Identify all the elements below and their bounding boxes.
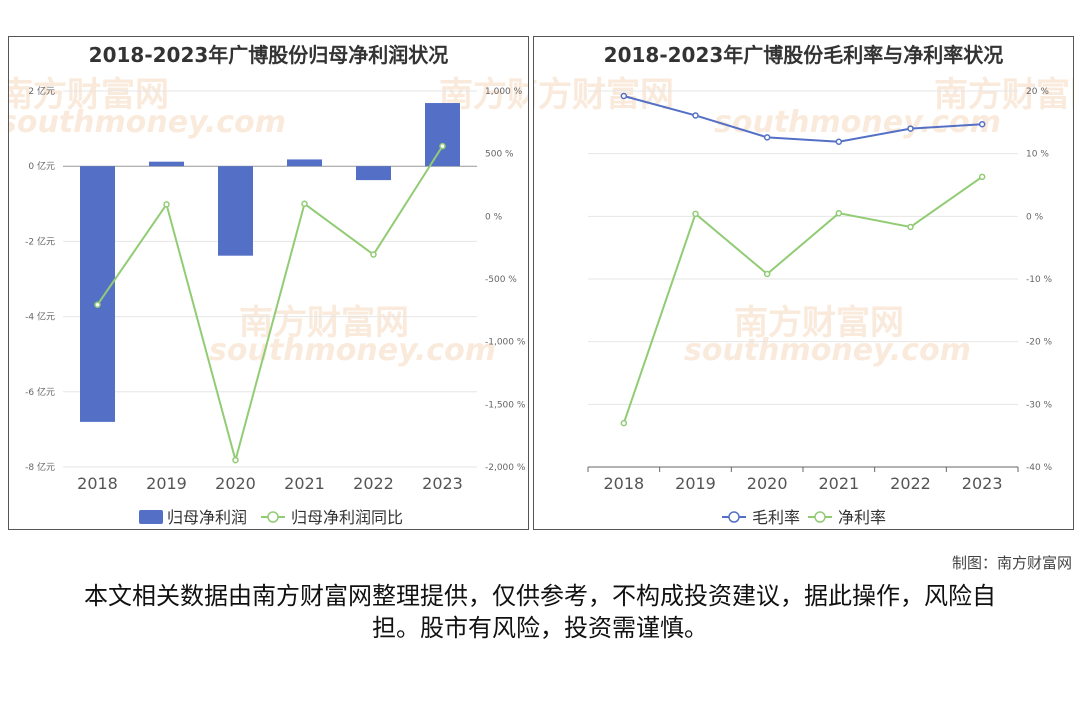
gross-margin-point-2018 [620,92,628,100]
y-tick-label-right: -30 % [1026,400,1053,410]
legend-label-gross: 毛利率 [752,508,800,527]
gross-margin-line [623,95,983,143]
x-tick-label: 2020 [747,474,788,493]
bar-2018 [80,166,115,422]
bar-2021 [287,159,322,167]
yoy-line [96,145,444,464]
y-tick-label-right: 1,000 % [485,87,523,97]
x-tick-label: 2021 [818,474,859,493]
y-tick-label-right: -500 % [485,275,517,285]
gross-margin-point-2021 [835,138,843,146]
legend-label-bar: 归母净利润 [167,508,247,527]
y-tick-label-right: 10 % [1026,150,1049,160]
y-tick-label-right: -10 % [1026,275,1053,285]
y-tick-label-right: 20 % [1026,87,1049,97]
x-tick-label: 2022 [353,474,394,493]
legend-marker-line [267,511,279,523]
bar-2020 [218,166,253,256]
bar-2022 [356,166,391,181]
x-tick-label: 2019 [146,474,187,493]
net-margin-point-2021 [835,209,843,217]
y-tick-label-right: -2,000 % [485,463,526,473]
yoy-point-2022 [370,251,377,258]
net-margin-point-2019 [692,210,699,218]
y-tick-label-left: -2 亿元 [25,235,55,247]
legend-label-net: 净利率 [838,508,886,527]
chart-credit: 制图：南方财富网 [951,554,1072,572]
y-tick-label-left: -8 亿元 [25,461,55,473]
x-tick-label: 2019 [675,474,716,493]
y-tick-label-right: -40 % [1026,463,1053,473]
x-tick-label: 2018 [603,474,644,493]
legend-marker-net [814,511,826,523]
y-tick-label-left: -6 亿元 [25,386,55,398]
x-tick-label: 2023 [422,474,463,493]
chart-title: 2018-2023年广博股份毛利率与净利率状况 [603,43,1004,67]
y-tick-label-right: -1,500 % [485,400,526,410]
net-profit-chart: 2 亿元 0 亿元 -2 亿元 -4 亿元 -6 亿元 -8 亿元 1,000 % 500 %… [25,85,526,527]
y-tick-label-right: -1,000 % [485,338,526,348]
legend-marker-gross [728,511,740,523]
yoy-point-2019 [163,201,170,208]
legend-label-line: 归母净利润同比 [291,508,403,527]
y-tick-label-right: 0 % [485,212,503,222]
legend-swatch-bar [139,510,163,524]
x-tick-label: 2018 [77,474,118,493]
yoy-point-2023 [439,142,446,150]
disclaimer-text: 本文相关数据由南方财富网整理提供，仅供参考，不构成投资建议，据此操作，风险自担。… [84,582,996,642]
net-margin-line [622,176,983,424]
y-tick-label-left: -4 亿元 [25,311,55,323]
gross-margin-point-2022 [907,125,914,132]
net-margin-point-2022 [907,223,914,231]
x-tick-label: 2021 [284,474,325,493]
y-tick-label-left: 0 亿元 [28,160,55,172]
y-tick-label-left: 2 亿元 [28,85,55,97]
gross-margin-point-2023 [978,120,986,128]
yoy-point-2021 [301,200,308,208]
gross-margin-point-2019 [692,112,699,119]
y-tick-label-right: 0 % [1026,212,1044,222]
margin-chart: 20 % 10 % 0 % -10 % -20 % -30 % -40 % 2018 2019 2… [587,87,1053,527]
y-tick-label-right: -20 % [1026,338,1053,348]
bar-2023 [425,103,460,167]
x-tick-label: 2022 [890,474,931,493]
x-tick-label: 2023 [962,474,1003,493]
net-margin-point-2020 [763,270,771,278]
net-margin-point-2023 [978,173,986,181]
yoy-point-2020 [232,456,239,464]
yoy-point-2018 [94,301,101,308]
margin-chart-panel: 南方财富网 southmoney.com 南方财富网 southmoney.co… [533,36,1074,530]
net-margin-point-2018 [620,419,628,427]
net-profit-chart-panel: 南方财富网 southmoney.com 南方财富网 southmoney.co… [8,36,529,530]
x-tick-label: 2020 [215,474,256,493]
y-tick-label-right: 500 % [485,150,514,160]
chart-title: 2018-2023年广博股份归母净利润状况 [88,43,449,67]
gross-margin-point-2020 [763,134,771,141]
bar-2019 [149,161,184,167]
